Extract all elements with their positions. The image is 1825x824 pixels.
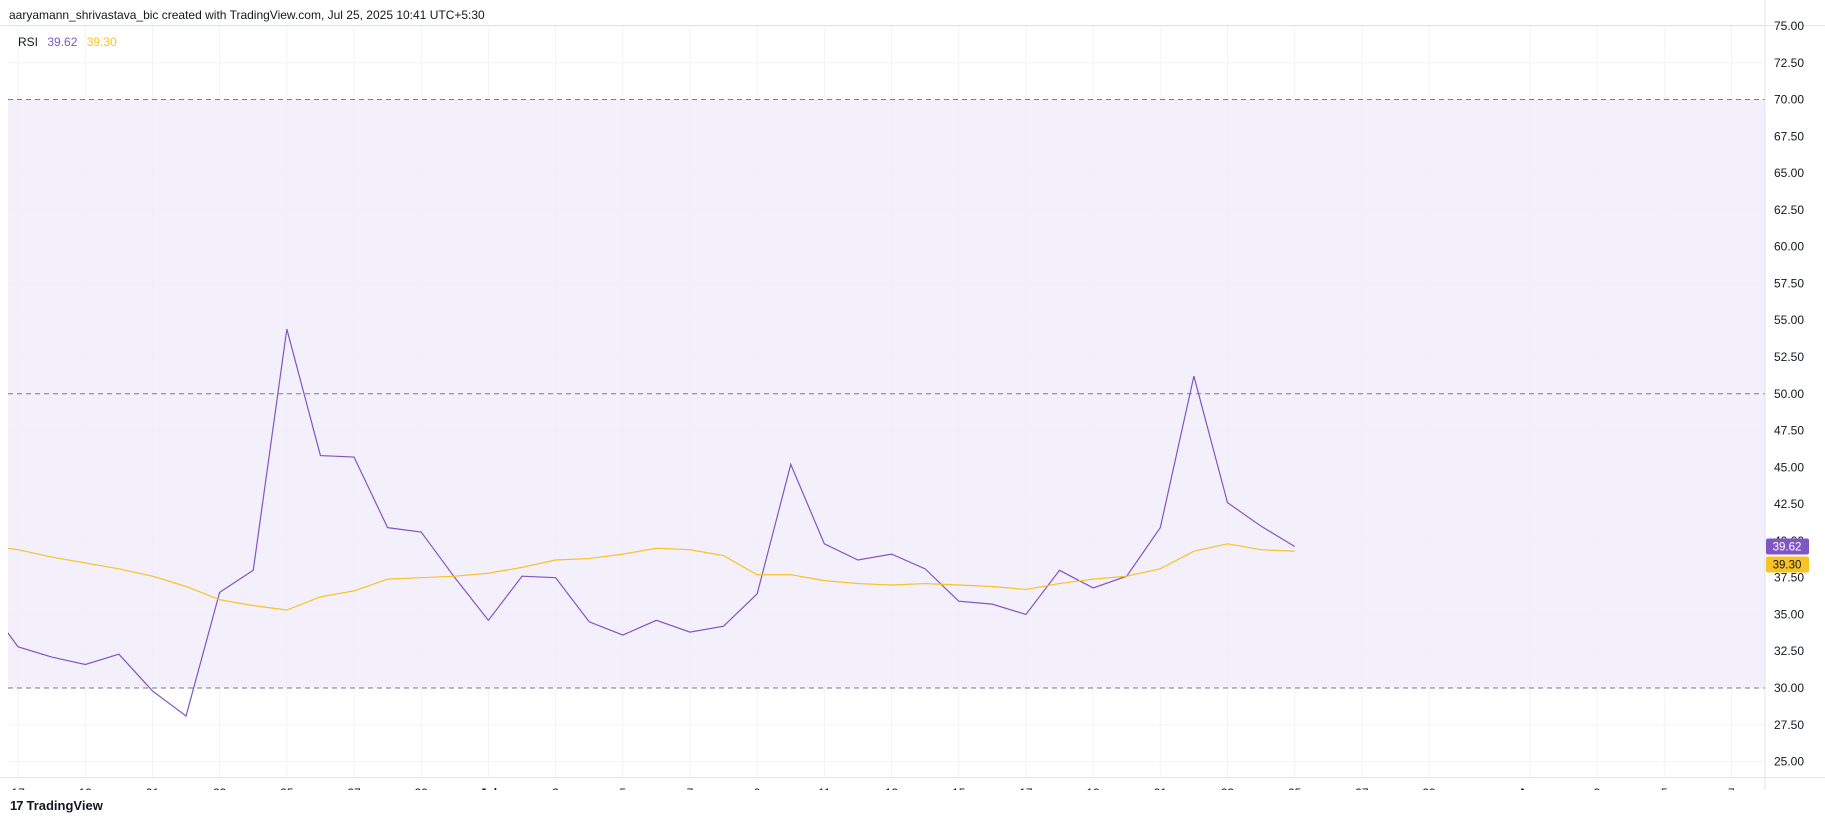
y-tick-label: 65.00 [1774,166,1804,180]
y-tick-label: 27.50 [1774,718,1804,732]
x-tick-label: 19 [1086,786,1100,790]
x-tick-label: 5 [1661,786,1668,790]
rsi-last-value-label: 39.62 [1773,541,1802,553]
rsi-ma-series-line [8,543,1295,611]
y-tick-label: 42.50 [1774,497,1804,511]
last-value-badges: 39.62 39.30 [1766,538,1809,573]
tradingview-logo-icon: 17 [10,798,24,813]
x-tick-label: 7 [1728,786,1735,790]
ma-last-value-label: 39.30 [1773,559,1802,571]
x-tick-label: 29 [1422,786,1436,790]
x-tick-label: 27 [1355,786,1369,790]
x-tick-label: 27 [347,786,361,790]
x-tick-label: 3 [552,786,559,790]
x-tick-label: 7 [687,786,694,790]
y-tick-label: 32.50 [1774,644,1804,658]
x-tick-label: 11 [818,786,831,790]
x-tick-label: 23 [1221,786,1235,790]
x-tick-label: 25 [280,786,294,790]
x-tick-label: 17 [11,786,25,790]
series-lines [8,328,1295,717]
x-tick-label: 5 [619,786,626,790]
legend-rsi-value: 39.62 [47,35,78,49]
y-tick-label: 67.50 [1774,129,1804,143]
y-tick-label: 35.00 [1774,607,1804,621]
tradingview-branding[interactable]: 17 TradingView [10,798,103,813]
y-tick-label: 37.50 [1774,571,1804,585]
y-tick-label: 70.00 [1774,93,1804,107]
y-tick-label: 25.00 [1774,755,1804,769]
x-tick-label: 25 [1288,786,1302,790]
y-tick-label: 50.00 [1774,387,1804,401]
y-tick-label: 57.50 [1774,276,1804,290]
y-tick-label: 62.50 [1774,203,1804,217]
indicator-legend: RSI 39.62 39.30 [18,35,123,49]
x-tick-label: 19 [79,786,93,790]
x-tick-label: Aug [1518,786,1541,790]
y-axis-ticks: 75.00 72.50 70.00 67.50 65.00 62.50 60.00 57.50… [1774,19,1804,769]
y-tick-label: 55.00 [1774,313,1804,327]
axes [0,0,1825,790]
ma-last-value-badge [1766,556,1809,573]
x-tick-label: 17 [1019,786,1033,790]
level-lines [8,99,1765,689]
y-tick-label: 30.00 [1774,681,1804,695]
x-tick-label: 15 [952,786,966,790]
x-tick-label: 9 [754,786,761,790]
y-tick-label: 72.50 [1774,56,1804,70]
x-tick-label: 23 [213,786,227,790]
y-tick-label: 47.50 [1774,424,1804,438]
rsi-chart[interactable]: 75.00 72.50 70.00 67.50 65.00 62.50 60.00 57.50… [0,0,1825,790]
x-tick-label: 29 [415,786,429,790]
rsi-last-value-badge [1766,538,1809,555]
x-tick-label: 21 [1154,786,1168,790]
chart-attribution: aaryamann_shrivastava_bic created with T… [9,8,485,22]
x-tick-label: 21 [146,786,160,790]
x-axis-ticks: 17 19 21 23 25 27 29 Jul 3 5 7 9 11 13 15 17 19 21 23 25 27 2… [11,786,1735,790]
x-tick-label: Jul [480,786,497,790]
x-tick-label: 13 [885,786,899,790]
y-tick-label: 60.00 [1774,240,1804,254]
y-tick-label: 75.00 [1774,19,1804,33]
y-tick-label: 52.50 [1774,350,1804,364]
legend-indicator-name: RSI [18,35,39,49]
y-tick-label: 45.00 [1774,460,1804,474]
legend-ma-value: 39.30 [86,35,117,49]
brand-name: TradingView [26,798,103,813]
x-tick-label: 3 [1594,786,1601,790]
rsi-series-line [8,328,1295,717]
